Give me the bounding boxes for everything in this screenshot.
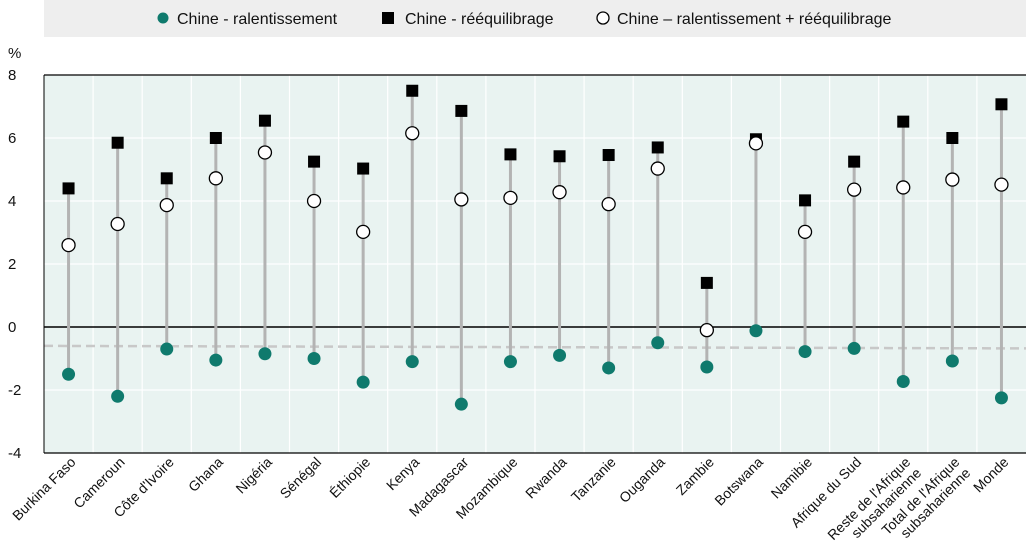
markers (61, 84, 1009, 411)
x-tick-label: Sénégal (277, 454, 325, 502)
data-point-slowdown (503, 355, 517, 369)
x-tick-label: Rwanda (522, 454, 570, 502)
data-point-slowdown-plus-rebalancing (306, 193, 322, 209)
reference-line (43, 344, 1026, 350)
y-tick-label: 8 (8, 67, 16, 84)
data-point-slowdown (945, 354, 959, 368)
data-point-slowdown-plus-rebalancing (994, 177, 1009, 192)
y-tick-label: -4 (8, 445, 21, 462)
legend-label-series-3: Chine – ralentissement + rééquilibrage (617, 11, 891, 28)
data-point-slowdown-plus-rebalancing (208, 171, 224, 186)
data-point-slowdown (553, 348, 567, 362)
data-point-slowdown-plus-rebalancing (552, 185, 567, 200)
data-point-slowdown-plus-rebalancing (159, 197, 174, 213)
data-point-slowdown (994, 391, 1008, 405)
y-tick-label: 2 (8, 256, 16, 273)
x-tick-label: Namibie (768, 454, 816, 502)
x-tick-label: Tanzanie (568, 454, 619, 505)
data-point-rebalancing (848, 155, 861, 168)
data-point-slowdown (307, 352, 321, 365)
y-tick-label: -2 (8, 382, 21, 399)
data-point-slowdown-plus-rebalancing (896, 180, 911, 195)
x-tick-label: Kenya (383, 454, 423, 494)
legend: Chine - ralentissement Chine - rééquilib… (157, 11, 891, 28)
data-point-slowdown (111, 389, 125, 403)
reference-line-layer (43, 344, 1026, 350)
data-point-slowdown-plus-rebalancing (699, 322, 714, 338)
x-tick-label: Monde (970, 454, 1012, 496)
data-point-rebalancing (995, 98, 1008, 111)
grid (44, 74, 1026, 453)
legend-label-series-1: Chine - ralentissement (177, 11, 338, 28)
data-point-slowdown (749, 324, 763, 338)
data-point-slowdown (62, 367, 76, 381)
data-point-slowdown-plus-rebalancing (61, 237, 76, 253)
data-point-rebalancing (946, 132, 959, 144)
x-tick-label: Éthiopie (326, 454, 373, 501)
y-tick-label: 0 (8, 319, 16, 336)
x-tick-label: Nigéria (232, 454, 275, 497)
data-point-slowdown-plus-rebalancing (847, 182, 862, 197)
data-point-slowdown-plus-rebalancing (110, 216, 125, 232)
legend-marker-filled-circle (157, 12, 169, 24)
data-point-slowdown (160, 342, 174, 356)
data-point-rebalancing (62, 182, 75, 195)
data-point-slowdown (258, 347, 272, 361)
data-point-rebalancing (160, 172, 173, 185)
data-point-slowdown (602, 361, 616, 375)
data-point-slowdown-plus-rebalancing (454, 192, 469, 207)
x-tick-label: Ouganda (616, 454, 668, 506)
data-point-slowdown (356, 375, 370, 389)
data-point-rebalancing (897, 115, 910, 128)
data-point-rebalancing (799, 194, 812, 207)
data-point-slowdown (651, 336, 665, 350)
data-point-slowdown-plus-rebalancing (797, 224, 813, 240)
y-tick-label: 4 (8, 193, 16, 210)
legend-marker-open-circle (596, 11, 610, 25)
data-point-slowdown (847, 341, 861, 355)
data-point-rebalancing (258, 114, 271, 127)
x-tick-label: Zambie (673, 454, 717, 498)
data-point-rebalancing (602, 149, 615, 162)
data-point-rebalancing (406, 84, 419, 97)
legend-label-series-2: Chine - rééquilibrage (405, 11, 554, 28)
data-point-slowdown-plus-rebalancing (503, 190, 518, 206)
x-tick-label: Botswana (711, 454, 766, 509)
data-point-rebalancing (357, 162, 370, 175)
data-point-slowdown-plus-rebalancing (355, 224, 371, 240)
data-point-slowdown-plus-rebalancing (748, 136, 764, 151)
x-tick-label: Ghana (185, 454, 226, 495)
data-point-slowdown (454, 397, 468, 411)
data-point-slowdown (896, 374, 910, 388)
data-point-slowdown (209, 353, 223, 367)
data-point-rebalancing (651, 141, 664, 154)
x-tick-label: Burkina Faso (9, 454, 79, 524)
data-point-slowdown-plus-rebalancing (257, 145, 273, 160)
axes (43, 74, 1026, 454)
data-point-rebalancing (553, 150, 566, 163)
data-point-rebalancing (455, 104, 468, 117)
data-point-slowdown (405, 355, 419, 369)
data-point-slowdown-plus-rebalancing (405, 126, 420, 141)
data-point-rebalancing (111, 136, 124, 149)
data-point-rebalancing (700, 276, 713, 289)
legend-background (44, 0, 1026, 37)
legend-marker-square (382, 12, 394, 24)
data-point-slowdown (798, 345, 812, 359)
y-axis-unit-label: % (8, 45, 21, 62)
data-point-slowdown-plus-rebalancing (650, 161, 665, 176)
data-point-rebalancing (308, 155, 321, 168)
data-point-rebalancing (209, 132, 222, 144)
y-tick-label: 6 (8, 130, 16, 147)
data-point-slowdown-plus-rebalancing (601, 196, 616, 212)
data-point-slowdown-plus-rebalancing (945, 172, 960, 187)
data-point-slowdown (700, 360, 714, 374)
data-point-rebalancing (504, 148, 517, 161)
